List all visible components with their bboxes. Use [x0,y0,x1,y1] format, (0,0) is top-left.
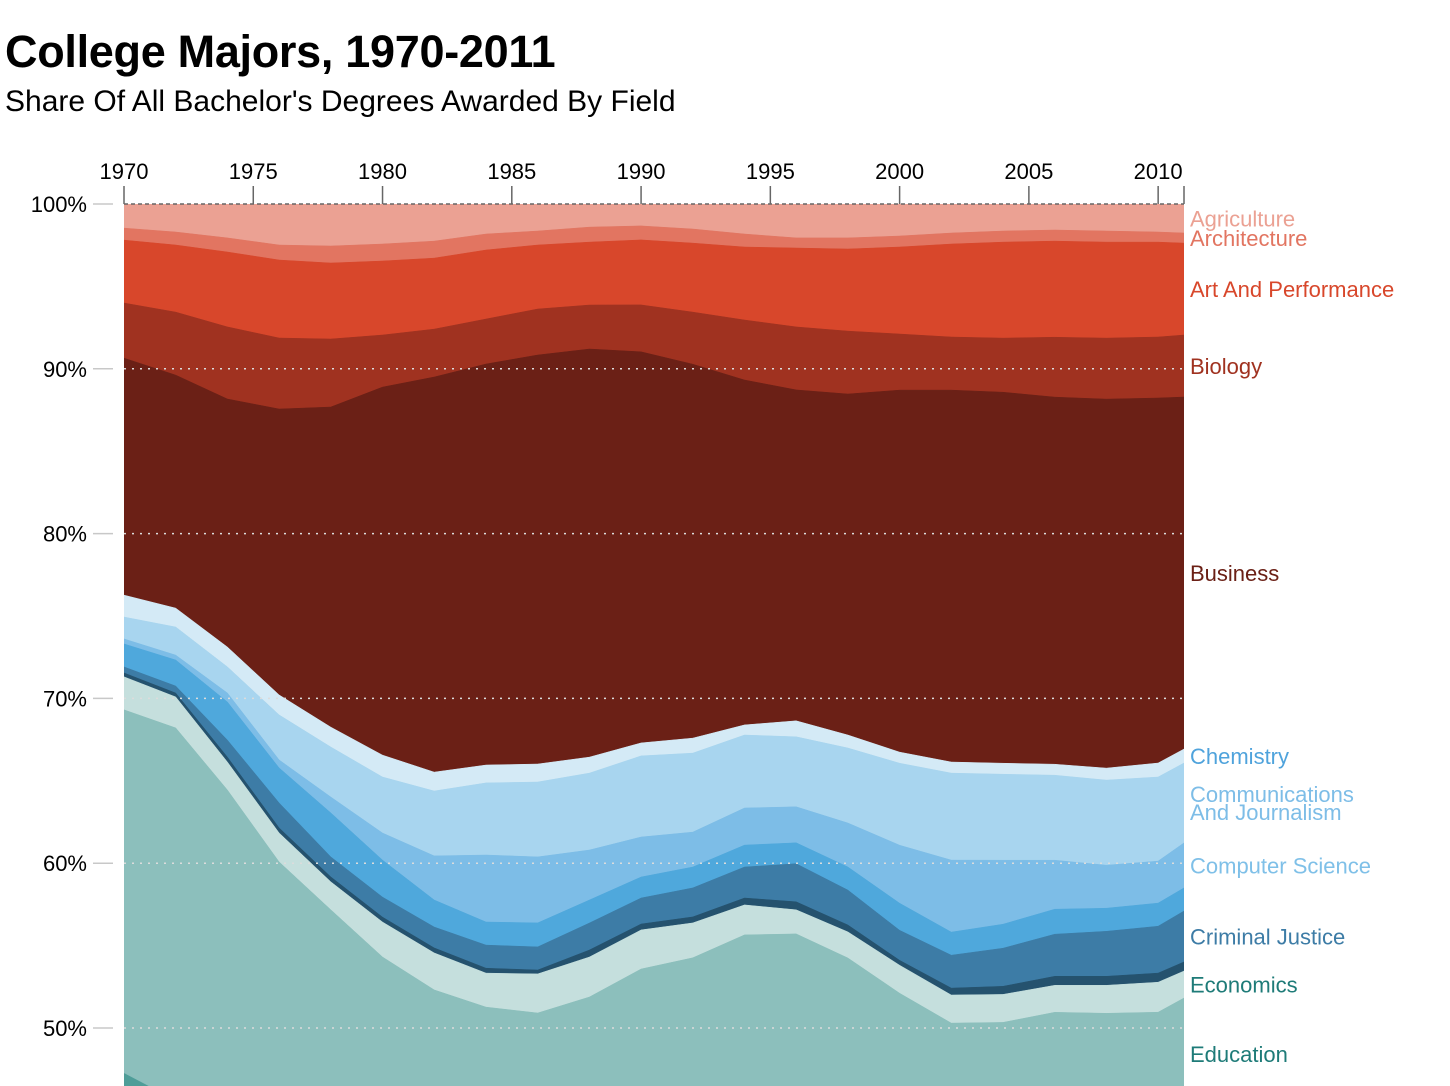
y-tick-label: 100% [31,192,87,217]
x-tick-label: 1995 [746,159,795,184]
y-tick-label: 90% [43,357,87,382]
label-chemistry: Chemistry [1190,744,1289,769]
label-biology: Biology [1190,354,1262,379]
x-tick-label: 1975 [229,159,278,184]
label-computer-science: Computer Science [1190,853,1371,878]
x-tick-label: 1985 [487,159,536,184]
x-tick-label: 2000 [875,159,924,184]
y-axis: 100% 90% 80% 70% 60% 50% [31,192,113,1041]
area-layers [124,204,1184,1086]
x-tick-label: 2010 [1134,159,1183,184]
label-line: And Journalism [1190,800,1342,825]
x-tick-label: 1990 [617,159,666,184]
label-business: Business [1190,561,1279,586]
y-tick-label: 60% [43,851,87,876]
x-tick-label: 2005 [1004,159,1053,184]
label-line: Communications [1190,782,1354,807]
chart-subtitle: Share Of All Bachelor's Degrees Awarded … [5,85,676,118]
chart-title: College Majors, 1970-2011 [5,26,556,77]
label-criminal-justice: Criminal Justice [1190,924,1345,949]
label-communications-and-journalism: Communications And Journalism [1190,782,1354,825]
label-agriculture: Agriculture [1190,207,1295,232]
area-education [124,709,1184,1086]
label-economics: Economics [1190,972,1298,997]
gridlines [124,368,1184,1029]
x-axis: 1970 1975 1980 1985 1990 1995 2000 2005 2010 [100,159,1185,205]
label-art-and-performance: Art And Performance [1190,277,1394,302]
y-tick-label: 70% [43,686,87,711]
y-tick-label: 50% [43,1016,87,1041]
label-architecture: Architecture [1190,226,1307,251]
x-tick-label: 1970 [100,159,149,184]
y-tick-label: 80% [43,522,87,547]
x-tick-label: 1980 [358,159,407,184]
label-education: Education [1190,1042,1288,1067]
